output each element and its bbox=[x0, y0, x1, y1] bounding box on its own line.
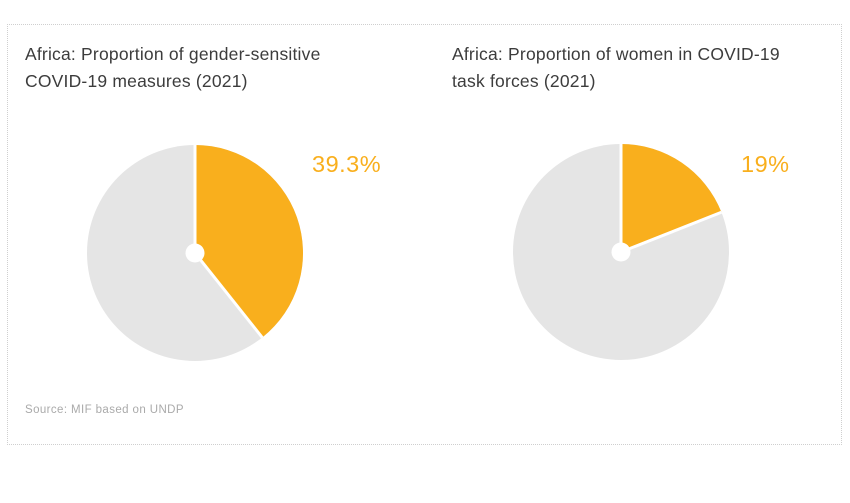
source-note: Source: MIF based on UNDP bbox=[25, 404, 184, 416]
data-label-gender-measures: 39.3% bbox=[312, 151, 382, 177]
pie-chart-women-task-forces bbox=[513, 144, 729, 360]
data-label-women-task-forces: 19% bbox=[741, 151, 790, 177]
chart-title-women-task-forces: Africa: Proportion of women in COVID-19 … bbox=[452, 44, 780, 91]
chart-title-gender-measures: Africa: Proportion of gender-sensitive C… bbox=[25, 44, 321, 91]
pie-chart-gender-measures bbox=[87, 145, 304, 361]
chart-frame: Africa: Proportion of gender-sensitive C… bbox=[7, 24, 842, 445]
